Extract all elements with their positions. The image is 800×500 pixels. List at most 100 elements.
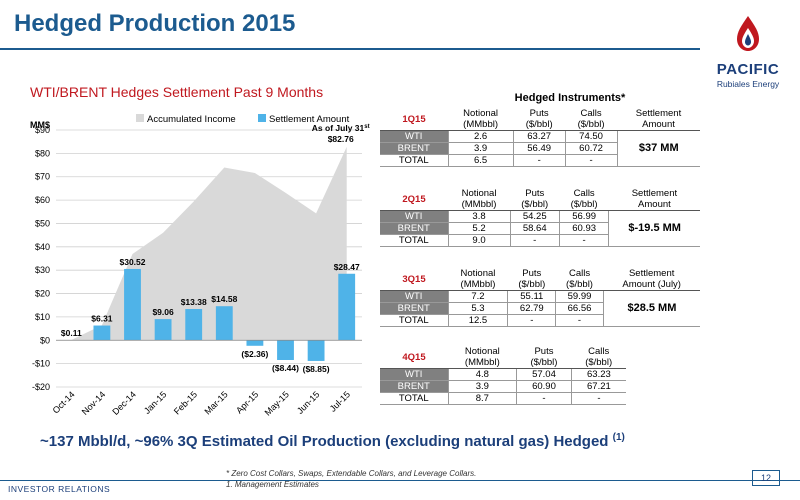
- annotation-superscript: st: [364, 124, 369, 130]
- hedge-table-3q15: 3Q15 Notional (MMbbl) Puts ($/bbl) Calls ($/bb…: [380, 268, 700, 327]
- puts-value: 62.79: [507, 302, 556, 315]
- quarter-label: 3Q15: [380, 268, 448, 291]
- settlement-bar: [277, 340, 294, 360]
- hedge-table-1q15: 1Q15 Notional (MMbbl) Puts ($/bbl) Calls ($/bb…: [380, 108, 700, 167]
- column-header: Calls ($/bbl): [555, 268, 604, 291]
- calls-value: 63.23: [570, 368, 626, 381]
- x-tick-label: Mar-15: [202, 389, 229, 416]
- notional-value: 5.3: [447, 302, 508, 315]
- company-logo: PACIFIC Rubiales Energy: [706, 14, 790, 94]
- y-tick-label: $90: [35, 125, 50, 135]
- y-tick-label: $10: [35, 312, 50, 322]
- header-line: ($/bbl): [530, 357, 558, 368]
- x-tick-label: Dec-14: [110, 389, 138, 417]
- calls-value: -: [558, 234, 609, 247]
- notional-value: 2.6: [447, 130, 514, 143]
- x-tick-label: May-15: [263, 389, 291, 417]
- row-label: WTI: [380, 210, 448, 223]
- bar-data-label: $13.38: [181, 297, 207, 307]
- puts-value: 55.11: [507, 290, 556, 303]
- table-row: BRENT 3.9 60.90 67.21: [380, 380, 626, 393]
- bar-data-label: $14.58: [211, 294, 237, 304]
- header-line: Puts: [534, 346, 554, 357]
- y-tick-label: $50: [35, 218, 50, 228]
- table-row: TOTAL 6.5- -: [380, 154, 700, 167]
- puts-value: -: [516, 392, 572, 405]
- puts-value: -: [507, 314, 556, 327]
- column-header: Calls ($/bbl): [571, 346, 626, 369]
- summary-text: ~137 Mbbl/d, ~96% 3Q Estimated Oil Produ…: [40, 433, 609, 450]
- header-line: Amount: [642, 119, 675, 130]
- table-row: TOTAL 9.0- -: [380, 234, 700, 247]
- notional-value: 3.9: [447, 380, 517, 393]
- quarter-label: 1Q15: [380, 108, 448, 131]
- row-label: TOTAL: [380, 392, 448, 405]
- table-row: WTI 3.8 54.25 56.99 $-19.5 MM: [380, 210, 700, 247]
- header-line: Notional: [463, 108, 499, 119]
- header-line: Puts: [525, 188, 545, 199]
- row-label: TOTAL: [380, 234, 448, 247]
- settlement-bar: [215, 306, 233, 341]
- column-header: Notional (MMbbl): [448, 346, 517, 369]
- calls-value: 60.93: [558, 222, 609, 235]
- x-tick-label: Jun-15: [295, 389, 322, 416]
- title-divider: [0, 48, 700, 50]
- table-row: TOTAL 8.7- -: [380, 392, 626, 405]
- row-label: BRENT: [380, 302, 448, 315]
- y-tick-label: $40: [35, 242, 50, 252]
- footnote-instruments: * Zero Cost Collars, Swaps, Extendable C…: [226, 469, 477, 478]
- hedge-table: 1Q15 Notional (MMbbl) Puts ($/bbl) Calls ($/bb…: [380, 108, 700, 167]
- hedge-table-4q15: 4Q15 Notional (MMbbl) Puts ($/bbl) Calls ($/bb…: [380, 346, 700, 405]
- settlement-bar: [307, 340, 325, 361]
- column-header: Notional (MMbbl): [448, 188, 511, 211]
- bar-data-label: ($8.44): [272, 363, 299, 373]
- header-line: ($/bbl): [525, 119, 553, 130]
- header-line: Amount (July): [622, 279, 681, 290]
- x-tick-label: Jul-15: [328, 389, 352, 413]
- settlement-bar: [154, 319, 172, 341]
- x-tick-label: Apr-15: [234, 389, 260, 415]
- settlement-amount: $-19.5 MM: [608, 210, 700, 247]
- summary-footnote-ref: (1): [612, 432, 625, 443]
- header-line: Notional: [464, 346, 500, 357]
- column-header: Calls ($/bbl): [565, 108, 618, 131]
- hedge-table: 3Q15 Notional (MMbbl) Puts ($/bbl) Calls ($/bb…: [380, 268, 700, 327]
- logo-tagline: Rubiales Energy: [716, 79, 780, 89]
- x-tick-label: Jan-15: [142, 389, 169, 416]
- footnote-estimates: 1. Management Estimates: [226, 480, 319, 489]
- calls-value: 60.72: [564, 142, 618, 155]
- legend-swatch-settlement: [258, 114, 266, 122]
- table-row: WTI 2.6 63.27 74.50 $37 MM: [380, 130, 700, 167]
- calls-value: 59.99: [555, 290, 604, 303]
- footer-divider: [0, 480, 800, 481]
- header-line: (MMbbl): [460, 279, 496, 290]
- y-tick-label: $20: [35, 289, 50, 299]
- header-line: Amount: [638, 199, 671, 210]
- notional-value: 3.8: [447, 210, 511, 223]
- column-header: Calls ($/bbl): [559, 188, 609, 211]
- column-header: Puts ($/bbl): [513, 108, 566, 131]
- header-line: ($/bbl): [518, 279, 546, 290]
- notional-value: 8.7: [447, 392, 517, 405]
- settlement-chart: MM$ -$20 -$10 $0 $10 $20 $30 $40 $50 $60 $70 $80 $90…: [30, 114, 370, 418]
- calls-value: -: [555, 314, 604, 327]
- table-row: WTI 4.8 57.04 63.23: [380, 368, 626, 381]
- legend-swatch-accumulated: [136, 114, 144, 122]
- header-line: ($/bbl): [585, 357, 613, 368]
- header-line: (MMbbl): [464, 357, 500, 368]
- accumulated-income-area: [71, 146, 347, 341]
- header-line: Settlement: [631, 188, 678, 199]
- y-tick-label: $0: [40, 335, 50, 345]
- footer-label: INVESTOR RELATIONS: [8, 484, 111, 494]
- logo-name: PACIFIC: [716, 61, 780, 78]
- slide-title: Hedged Production 2015: [14, 10, 296, 37]
- y-tick-label: $80: [35, 148, 50, 158]
- calls-value: 74.50: [564, 130, 618, 143]
- notional-value: 9.0: [447, 234, 511, 247]
- table-row: BRENT 5.3 62.79 66.56: [380, 302, 700, 315]
- column-header: Puts ($/bbl): [507, 268, 556, 291]
- y-axis-label: MM$: [30, 120, 50, 130]
- header-line: Calls: [573, 188, 595, 199]
- notional-value: 3.9: [447, 142, 514, 155]
- y-tick-label: $30: [35, 265, 50, 275]
